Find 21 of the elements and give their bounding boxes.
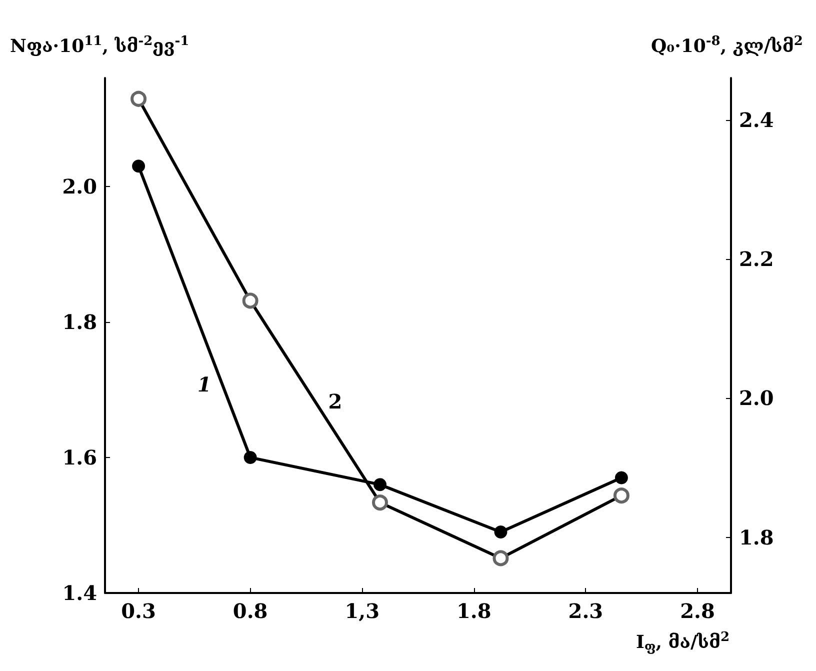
y-tick-label: 1.4 <box>62 581 98 605</box>
point <box>614 471 628 484</box>
y-tick-label: 1.6 <box>62 445 97 470</box>
x-tick-label: 2.8 <box>680 599 715 623</box>
y2-tick-label: 2.0 <box>739 386 774 410</box>
y-tick-label: 1.8 <box>62 310 97 334</box>
point <box>132 160 146 173</box>
series-label: 2 <box>328 390 342 414</box>
y2-tick-label: 2.4 <box>739 108 774 132</box>
y2-tick-label: 1.8 <box>739 525 774 550</box>
y-tick-label: 2.0 <box>62 174 97 198</box>
x-tick-label: 1,3 <box>344 599 380 623</box>
x-tick-label: 2.3 <box>568 599 604 623</box>
point <box>244 450 257 464</box>
x-tick-label: 0.3 <box>121 599 156 623</box>
series-label: 1 <box>197 372 212 397</box>
x-tick-label: 1.8 <box>456 599 492 623</box>
y2-tick-label: 2.2 <box>739 246 774 271</box>
point <box>374 478 386 492</box>
x-tick-label: 0.8 <box>232 599 268 623</box>
point <box>494 526 508 539</box>
